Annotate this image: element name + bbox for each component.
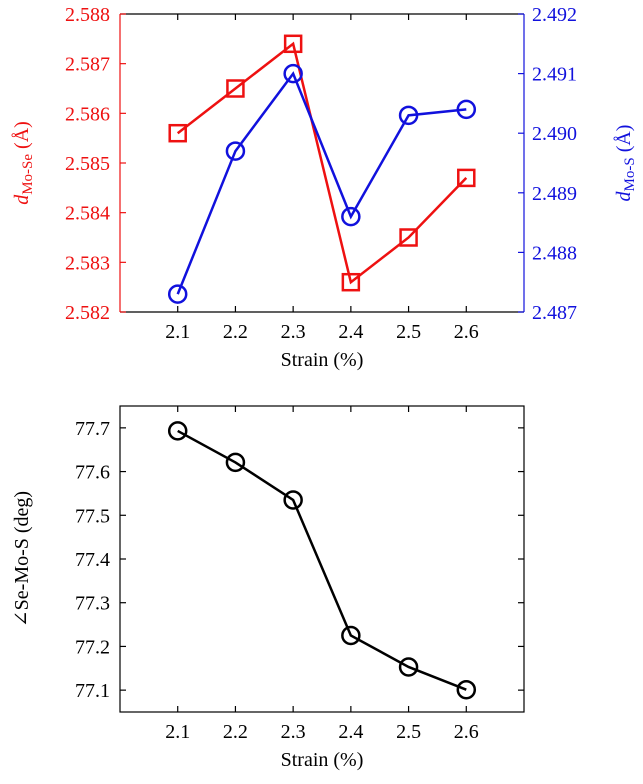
top-right-y-axis-title: dMo-S (Å) <box>613 125 638 202</box>
bottom-x-tick-label: 2.3 <box>281 721 306 743</box>
bottom-y-axis-title: ∠Se-Mo-S (deg) <box>11 491 33 627</box>
top-right-y-tick-label: 2.492 <box>532 4 577 26</box>
bottom-x-tick-label: 2.5 <box>396 721 421 743</box>
top-left-y-tick-label: 2.584 <box>65 203 110 225</box>
top-x-tick-label: 2.3 <box>281 321 306 343</box>
top-series-2-point <box>225 141 246 161</box>
top-left-y-tick-label: 2.586 <box>65 103 110 125</box>
top-series-2-point <box>456 99 477 120</box>
top-series-1-point <box>399 228 418 247</box>
top-series-1-point <box>341 272 361 292</box>
top-series-1-point <box>457 168 476 188</box>
top-x-tick-label: 2.5 <box>396 321 421 343</box>
top-x-tick-label: 2.6 <box>454 321 479 343</box>
bottom-series-point <box>456 679 477 700</box>
top-left-y-axis-title: dMo-Se (Å) <box>11 121 36 205</box>
bottom-x-tick-label: 2.1 <box>165 721 190 743</box>
bottom-series-point <box>225 452 246 473</box>
bottom-chart: 77.1 77.2 77.3 77.4 77.5 77.6 77.7 2.1 2.2 2.3 2.4… <box>11 405 525 771</box>
top-right-y-tick-label: 2.490 <box>532 123 577 145</box>
top-right-y-tick-label: 2.491 <box>532 64 577 86</box>
top-series-1-point <box>168 123 187 143</box>
top-right-y-tick-label: 2.488 <box>532 242 577 264</box>
bottom-y-tick-label: 77.7 <box>75 418 110 440</box>
bottom-y-tick-label: 77.3 <box>75 593 110 615</box>
top-right-y-tick-label: 2.487 <box>532 302 577 324</box>
top-series-2-point <box>167 284 188 304</box>
bottom-x-tick-label: 2.4 <box>338 721 363 743</box>
top-series-1-point <box>283 34 303 54</box>
top-series-2-point <box>341 206 361 227</box>
top-x-tick-label: 2.1 <box>165 321 190 343</box>
top-left-y-tick-label: 2.585 <box>65 153 110 175</box>
top-x-tick-label: 2.4 <box>338 321 363 343</box>
bottom-y-tick-label: 77.1 <box>75 680 110 702</box>
top-left-y-tick-label: 2.587 <box>65 54 110 76</box>
bottom-y-tick-label: 77.5 <box>75 505 110 527</box>
bottom-y-tick-label: 77.4 <box>75 549 110 571</box>
top-x-axis-title: Strain (%) <box>281 349 364 371</box>
bottom-series-line <box>177 429 467 691</box>
top-left-y-tick-label: 2.582 <box>65 302 110 324</box>
top-series-2-point <box>283 63 303 84</box>
top-series-1-point <box>226 79 245 98</box>
bottom-x-tick-label: 2.6 <box>454 721 479 743</box>
bottom-series-point <box>283 490 303 510</box>
bottom-x-axis-title: Strain (%) <box>281 749 364 771</box>
top-left-y-tick-label: 2.583 <box>65 252 110 274</box>
top-series-1-line <box>176 41 468 285</box>
bottom-x-tick-label: 2.2 <box>223 721 248 743</box>
bottom-series-point <box>341 625 361 646</box>
top-chart: 2.582 2.583 2.584 2.585 2.586 2.587 2.588 2.487… <box>11 4 638 371</box>
bottom-y-tick-label: 77.6 <box>75 462 110 484</box>
bottom-y-tick-label: 77.2 <box>75 636 110 658</box>
top-right-y-tick-label: 2.489 <box>532 183 577 205</box>
top-series-2-point <box>398 105 419 126</box>
bottom-series-point <box>398 657 419 677</box>
top-left-y-tick-label: 2.588 <box>65 4 110 26</box>
bottom-series-point <box>167 421 188 441</box>
top-x-tick-label: 2.2 <box>223 321 248 343</box>
